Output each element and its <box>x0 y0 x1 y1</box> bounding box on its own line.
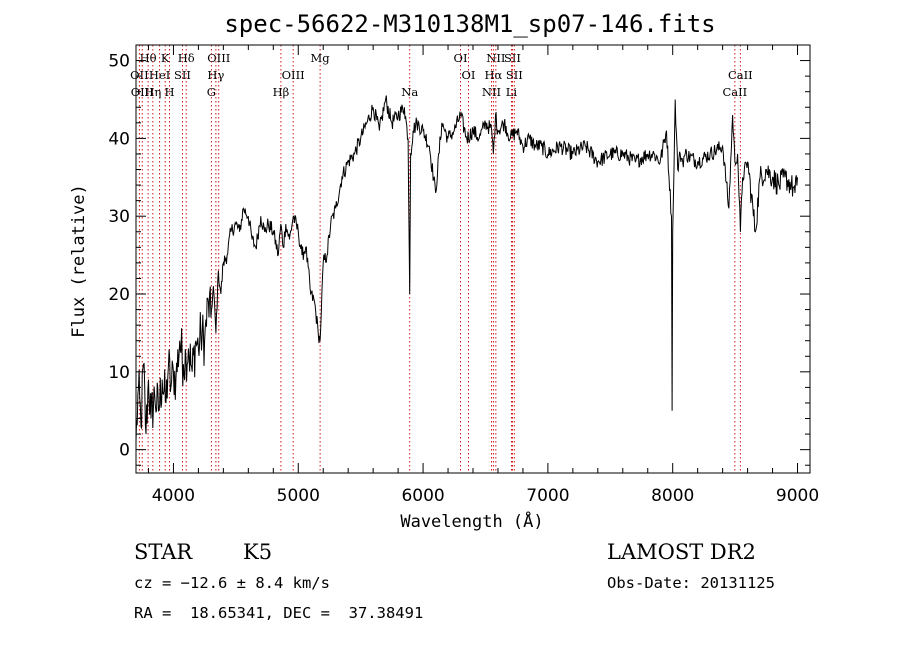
spectral-line-label: SII <box>506 68 523 82</box>
spectral-line-label: Hη <box>144 85 161 99</box>
spectral-line-label: SII <box>174 68 191 82</box>
spectral-line-label: CaII <box>722 85 747 99</box>
survey-name: LAMOST DR2 <box>607 540 756 564</box>
spectral-line-label: SII <box>504 51 521 65</box>
y-tick-label: 10 <box>108 363 130 383</box>
spectral-line-label: Na <box>401 85 418 99</box>
y-tick-label: 30 <box>108 207 130 227</box>
spectral-line-label: OIII <box>207 51 230 65</box>
x-tick-label: 8000 <box>651 486 694 506</box>
spectral-line-label: OII <box>130 68 149 82</box>
object-class: STAR <box>134 540 193 564</box>
spectral-line-label: Li <box>506 85 518 99</box>
y-tick-label: 0 <box>119 441 130 461</box>
spectral-line-label: Hβ <box>273 85 290 99</box>
x-axis-label: Wavelength (Å) <box>400 510 543 532</box>
y-axis-label: Flux (relative) <box>69 184 89 338</box>
x-tick-label: 9000 <box>776 486 819 506</box>
spectral-line-label: K <box>161 51 170 65</box>
y-tick-label: 40 <box>108 129 130 149</box>
spectral-line-label: OI <box>462 68 476 82</box>
spectral-line-label: OIII <box>282 68 305 82</box>
observation-date: Obs-Date: 20131125 <box>607 574 775 592</box>
spectral-line-label: Hδ <box>178 51 195 65</box>
spectral-line-label: HeI <box>149 68 170 82</box>
spectral-line-label: NII <box>486 51 505 65</box>
x-tick-label: 4000 <box>152 486 195 506</box>
chart-title: spec-56622-M310138M1_sp07-146.fits <box>224 10 715 38</box>
spectral-line-label: Mg <box>311 51 331 65</box>
x-tick-label: 6000 <box>401 486 444 506</box>
spectral-line-label: Hγ <box>207 68 224 82</box>
x-tick-label: 5000 <box>277 486 320 506</box>
plot-frame <box>135 44 811 474</box>
object-subclass: K5 <box>243 540 273 564</box>
flux-series <box>135 95 798 442</box>
coordinates: RA = 18.65341, DEC = 37.38491 <box>134 604 424 622</box>
spectral-line-label: Hα <box>484 68 502 82</box>
redshift-velocity: cz = −12.6 ± 8.4 km/s <box>134 574 330 592</box>
x-tick-label: 7000 <box>526 486 569 506</box>
spectral-line-label: OI <box>454 51 468 65</box>
spectral-line-label: CaII <box>728 68 753 82</box>
spectral-line-label: G <box>207 85 216 99</box>
spectral-line-label: H <box>165 85 175 99</box>
spectral-line-label: NII <box>482 85 501 99</box>
axis-ticks: 4000 5000 6000 7000 8000 9000 0 10 20 30 40 50 <box>108 44 819 506</box>
y-tick-label: 50 <box>108 52 130 72</box>
flux-line <box>135 95 798 442</box>
y-tick-label: 20 <box>108 285 130 305</box>
